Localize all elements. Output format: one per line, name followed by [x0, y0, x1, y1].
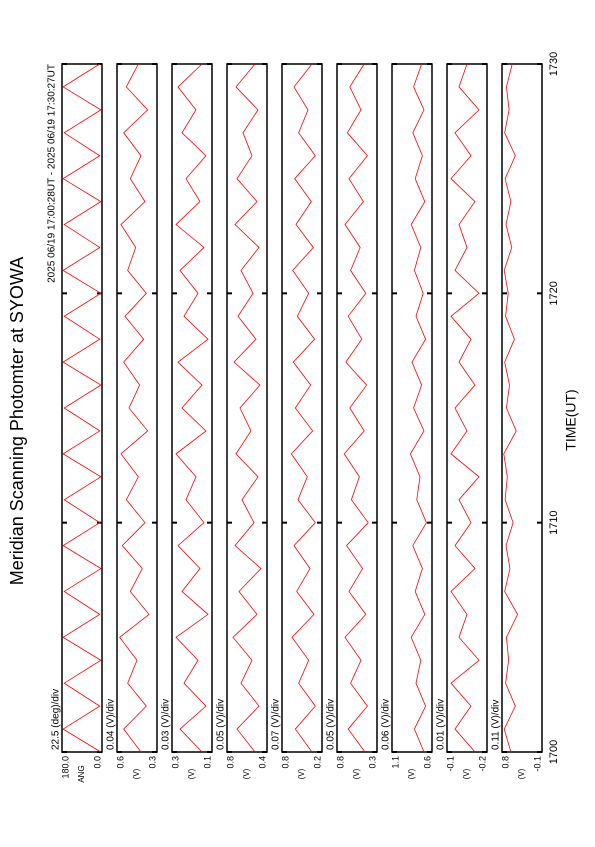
x-tick-label: 1720: [548, 281, 560, 305]
y-axis-label: (V): [242, 768, 251, 779]
scale-annotation: 0.04 (V)/div: [106, 699, 117, 750]
y-tick-label: -0.2: [477, 756, 487, 772]
y-tick-label: 0.3: [367, 756, 377, 769]
y-tick-label: 0.3: [147, 756, 157, 769]
panel-frame: [391, 63, 433, 753]
y-tick-label: 0.6: [422, 756, 432, 769]
signal-line: [503, 63, 519, 753]
y-tick-label: 0.0: [92, 756, 102, 769]
y-tick-label: 180.0: [60, 756, 70, 779]
x-tick-label: 1730: [548, 52, 560, 76]
signal-line: [175, 63, 209, 753]
y-tick-label: 0.8: [335, 756, 345, 769]
y-axis-label: (V): [407, 768, 416, 779]
scale-annotation: 0.05 (V)/div: [216, 699, 227, 750]
y-tick-label: -0.1: [445, 756, 455, 772]
y-tick-label: 0.4: [257, 756, 267, 769]
panel-frame: [226, 63, 268, 753]
y-axis-label: ANG: [77, 765, 86, 782]
signal-line: [290, 63, 316, 753]
y-axis-label: (V): [517, 768, 526, 779]
panel-frame: [116, 63, 158, 753]
panel-frame: [281, 63, 323, 753]
y-tick-label: 0.3: [170, 756, 180, 769]
signal-line: [62, 63, 102, 753]
y-axis-label: (V): [352, 768, 361, 779]
chart-title: Meridian Scanning Photomter at SYOWA: [7, 257, 27, 585]
scale-annotation: 0.07 (V)/div: [271, 699, 282, 750]
signal-line: [119, 63, 150, 753]
y-axis-label: (V): [462, 768, 471, 779]
y-axis-label: (V): [132, 768, 141, 779]
y-tick-label: 1.1: [390, 756, 400, 769]
panel-frame: [171, 63, 213, 753]
y-axis-label: (V): [187, 768, 196, 779]
scale-annotation: 22.5 (deg)/div: [51, 689, 62, 750]
chart-subtitle: 2025 06/19 17:00:28UT - 2025 06/19 17:30…: [47, 64, 58, 283]
signal-line: [232, 63, 262, 753]
x-axis-label: TIME(UT): [563, 389, 579, 450]
y-tick-label: -0.1: [532, 756, 542, 772]
y-tick-label: 0.8: [225, 756, 235, 769]
y-axis-label: (V): [297, 768, 306, 779]
y-tick-label: 0.2: [312, 756, 322, 769]
scale-annotation: 0.03 (V)/div: [161, 699, 172, 750]
x-tick-label: 1710: [548, 510, 560, 534]
panel-frame: [446, 63, 488, 753]
y-tick-label: 0.8: [280, 756, 290, 769]
x-tick-label: 1700: [548, 740, 560, 764]
signal-line: [343, 63, 369, 753]
y-tick-label: 0.6: [115, 756, 125, 769]
panel-frame: [61, 63, 103, 753]
rotated-chart: Meridian Scanning Photomter at SYOWA 202…: [7, 52, 579, 783]
scale-annotation: 0.05 (V)/div: [326, 699, 337, 750]
panel-frame: [336, 63, 378, 753]
signal-line: [409, 63, 427, 753]
signal-line: [450, 63, 480, 753]
y-tick-label: 0.1: [202, 756, 212, 769]
scale-annotation: 0.06 (V)/div: [381, 699, 392, 750]
scale-annotation: 0.11 (V)/div: [491, 700, 502, 750]
scale-annotation: 0.01 (V)/div: [436, 699, 447, 750]
y-tick-label: 0.8: [500, 756, 510, 769]
panel-frame: [501, 63, 543, 753]
